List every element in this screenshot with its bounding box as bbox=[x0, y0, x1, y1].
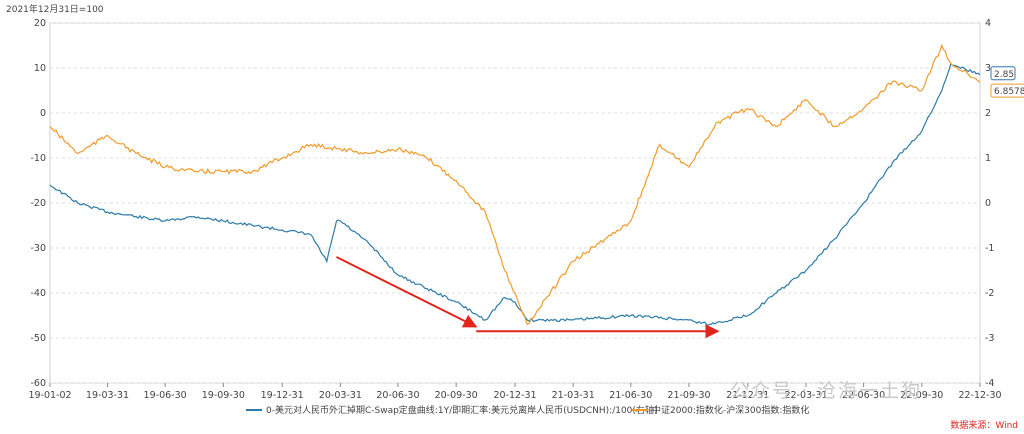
right-tick-label: -3 bbox=[985, 333, 994, 344]
left-tick-label: -50 bbox=[30, 333, 46, 344]
x-tick-label: 21-03-31 bbox=[552, 390, 595, 401]
left-axis: 20 10 0 -10 -20 -30 -40 -50 -60 bbox=[30, 18, 46, 389]
right-tick-label: 2 bbox=[985, 108, 991, 119]
right-tick-label: -1 bbox=[985, 243, 994, 254]
x-tick-label: 19-03-31 bbox=[86, 390, 129, 401]
left-tick-label: -30 bbox=[30, 243, 46, 254]
x-tick-label: 21-09-30 bbox=[667, 390, 710, 401]
left-tick-label: -10 bbox=[30, 153, 46, 164]
x-tick-label: 21-06-30 bbox=[609, 390, 652, 401]
right-tick-label: -4 bbox=[985, 378, 994, 389]
end-value-label: 6.8578 bbox=[994, 87, 1024, 97]
end-label-box bbox=[990, 66, 1016, 81]
end-value-label: 2.85 bbox=[994, 70, 1014, 80]
left-tick-label: -20 bbox=[30, 198, 46, 209]
x-axis: 19-01-02 19-03-31 19-06-30 19-09-30 19-12-31… bbox=[28, 383, 1002, 401]
x-tick-label: 19-09-30 bbox=[202, 390, 245, 401]
source-label: 数据来源：Wind bbox=[950, 419, 1018, 431]
right-tick-label: -2 bbox=[985, 288, 994, 299]
legend: 0-美元对人民币外汇掉期C-Swap定盘曲线:1Y/即期汇率:美元兑离岸人民币(… bbox=[246, 404, 809, 416]
x-tick-label: 21-12-31 bbox=[726, 390, 769, 401]
x-tick-label: 19-12-31 bbox=[261, 390, 304, 401]
x-tick-label: 22-06-30 bbox=[842, 390, 885, 401]
end-value-labels: 2.85 6.8578 bbox=[990, 66, 1024, 98]
series-line-csi2000-hs300 bbox=[49, 43, 981, 326]
left-tick-label: -40 bbox=[30, 288, 46, 299]
x-tick-label: 19-06-30 bbox=[144, 390, 187, 401]
right-tick-label: 1 bbox=[985, 153, 991, 164]
trend-arrow bbox=[336, 256, 478, 328]
end-label-box bbox=[990, 83, 1024, 98]
x-tick-label: 22-09-30 bbox=[900, 390, 943, 401]
right-tick-label: 0 bbox=[985, 198, 991, 209]
x-tick-label: 20-09-30 bbox=[435, 390, 478, 401]
right-tick-label: 4 bbox=[985, 18, 991, 29]
x-tick-label: 20-12-31 bbox=[493, 390, 536, 401]
legend-label-csi2000-hs300: 中证2000:指数化-沪深300指数:指数化 bbox=[652, 404, 809, 416]
legend-label-usdcnh-swap: 0-美元对人民币外汇掉期C-Swap定盘曲线:1Y/即期汇率:美元兑离岸人民币(… bbox=[266, 404, 657, 416]
series-lines bbox=[49, 43, 981, 327]
x-tick-label: 22-03-31 bbox=[784, 390, 827, 401]
right-tick-label: 3 bbox=[985, 63, 991, 74]
x-tick-label: 20-03-31 bbox=[319, 390, 362, 401]
right-axis: 4 3 2 1 0 -1 -2 -3 -4 bbox=[985, 18, 994, 389]
x-tick-label: 19-01-02 bbox=[28, 390, 71, 401]
trend-arrows bbox=[336, 256, 720, 339]
watermark: 公众号 · 沧海一土狗 bbox=[730, 380, 922, 402]
x-tick-label: 22-12-30 bbox=[958, 390, 1001, 401]
left-tick-label: 20 bbox=[34, 18, 46, 29]
x-tick-label: 20-06-30 bbox=[376, 390, 419, 401]
series-line-usdcnh-swap bbox=[49, 62, 981, 327]
left-tick-label: -60 bbox=[30, 378, 46, 389]
grid-lines bbox=[49, 22, 981, 384]
left-tick-label: 10 bbox=[34, 63, 46, 74]
left-tick-label: 0 bbox=[40, 108, 46, 119]
index-note: 2021年12月31日=100 bbox=[6, 3, 104, 15]
